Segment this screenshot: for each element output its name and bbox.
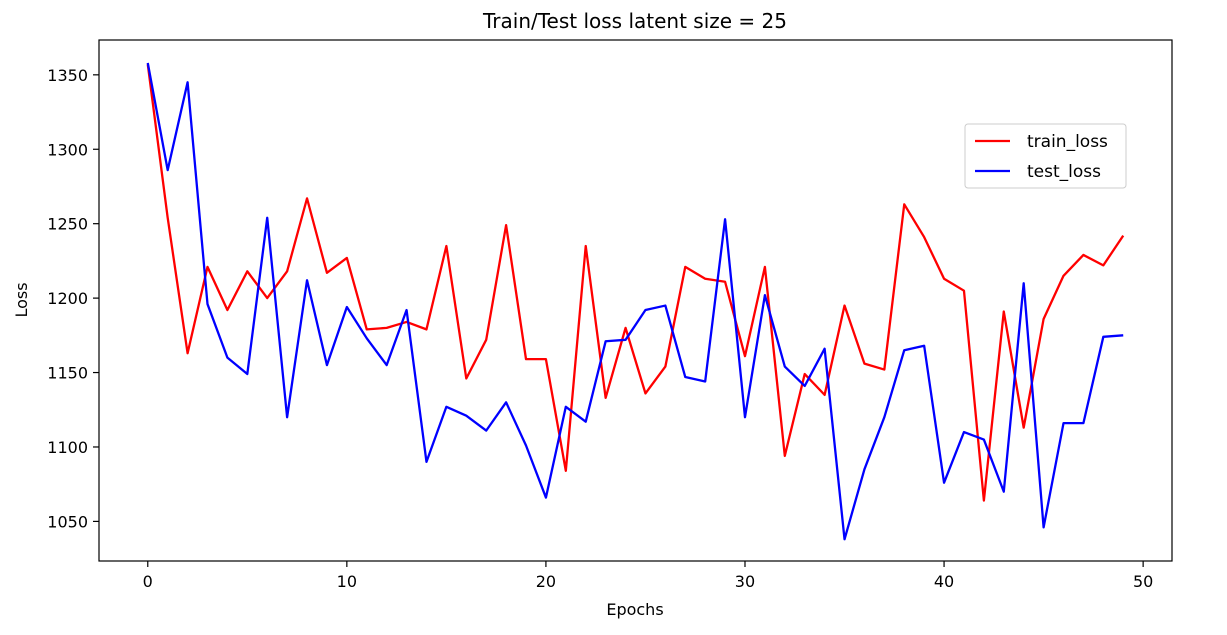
x-tick-label: 30: [735, 572, 755, 591]
legend-label-train_loss: train_loss: [1027, 132, 1108, 152]
y-tick-label: 1200: [47, 289, 88, 308]
y-axis-label: Loss: [12, 282, 31, 317]
x-tick-label: 20: [536, 572, 556, 591]
x-tick-label: 0: [143, 572, 153, 591]
axis-ticks: 0 10 20 30 40 50 1050 1100 1150 1200 1250 1300 1350: [47, 66, 1153, 591]
plot-area: [146, 62, 1125, 541]
series-line-test_loss: [146, 62, 1124, 541]
y-tick-label: 1150: [47, 364, 88, 383]
legend: train_loss test_loss: [964, 123, 1127, 189]
x-tick-label: 40: [934, 572, 954, 591]
y-tick-label: 1350: [47, 66, 88, 85]
x-axis-label: Epochs: [606, 600, 663, 619]
legend-label-test_loss: test_loss: [1027, 162, 1101, 182]
chart-title: Train/Test loss latent size = 25: [482, 9, 787, 33]
axes-frame: [98, 39, 1173, 562]
x-tick-label: 10: [337, 572, 357, 591]
series-line-train_loss: [146, 64, 1125, 502]
y-tick-label: 1100: [47, 438, 88, 457]
x-tick-label: 50: [1133, 572, 1153, 591]
y-tick-label: 1050: [47, 512, 88, 531]
y-tick-label: 1250: [47, 215, 88, 234]
y-tick-label: 1300: [47, 140, 88, 159]
